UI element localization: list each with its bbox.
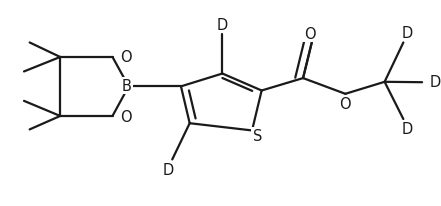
Text: D: D [430, 74, 441, 89]
Text: D: D [402, 26, 413, 41]
Text: O: O [304, 27, 315, 41]
Text: O: O [120, 109, 131, 124]
Text: D: D [162, 163, 173, 177]
Text: B: B [122, 78, 131, 93]
Text: O: O [340, 97, 351, 112]
Text: D: D [402, 122, 413, 137]
Text: D: D [217, 18, 228, 33]
Text: S: S [253, 129, 262, 143]
Text: O: O [120, 50, 131, 65]
